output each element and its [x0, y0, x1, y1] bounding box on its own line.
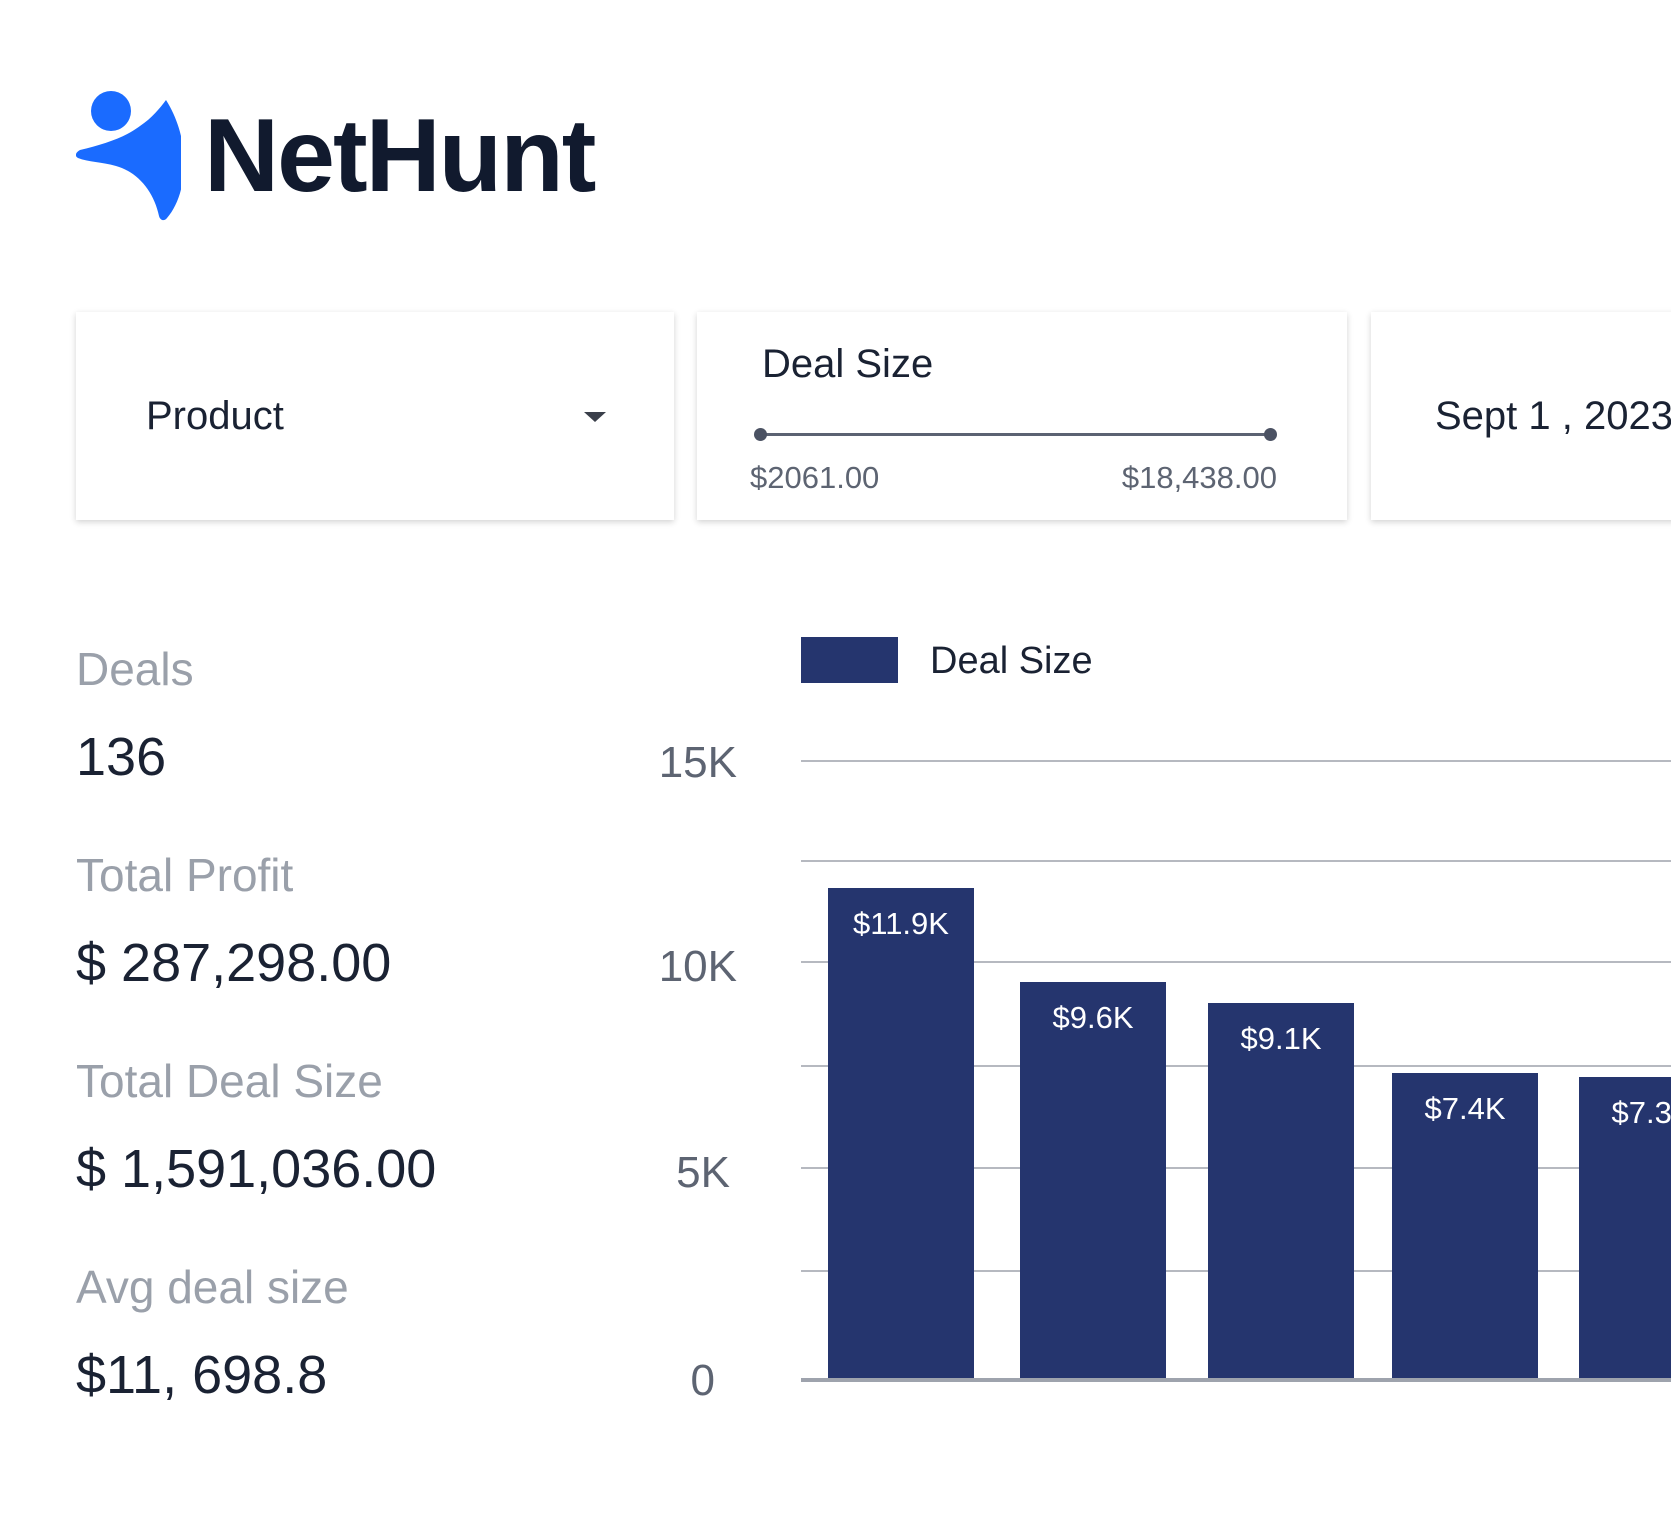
gridline	[801, 860, 1671, 862]
slider-min-value: $2061.00	[750, 460, 880, 495]
y-tick-label: 0	[690, 1356, 715, 1405]
bar-value-label: $7.3K	[1611, 1095, 1671, 1131]
brand-name: NetHunt	[204, 98, 596, 214]
stat-label-total-deal-size: Total Deal Size	[76, 1055, 383, 1107]
bar	[1208, 1003, 1354, 1378]
stat-label-total-profit: Total Profit	[76, 849, 294, 901]
deal-size-filter: Deal Size $2061.00 $18,438.00	[697, 312, 1347, 520]
slider-min-handle[interactable]	[754, 428, 767, 441]
product-filter-label: Product	[146, 394, 284, 438]
y-tick-label: 10K	[658, 942, 737, 991]
stat-value-avg-deal-size: $11, 698.8	[76, 1345, 328, 1405]
deal-size-range-slider[interactable]	[761, 433, 1271, 436]
gridline	[801, 961, 1671, 963]
legend-swatch	[801, 637, 898, 683]
y-tick-label: 15K	[658, 738, 737, 787]
bar-value-label: $7.4K	[1424, 1091, 1506, 1127]
product-filter-dropdown[interactable]: Product	[76, 312, 674, 520]
stat-label-avg-deal-size: Avg deal size	[76, 1261, 349, 1313]
bar-value-label: $9.6K	[1052, 1000, 1134, 1036]
x-axis-line	[801, 1378, 1671, 1382]
stat-value-total-deal-size: $ 1,591,036.00	[76, 1139, 437, 1199]
bar	[1020, 982, 1166, 1378]
slider-max-handle[interactable]	[1264, 428, 1277, 441]
y-tick-label: 5K	[676, 1148, 730, 1197]
bar	[1392, 1073, 1538, 1378]
bar-value-label: $11.9K	[853, 905, 949, 941]
bar	[828, 887, 974, 1378]
stat-value-deals: 136	[76, 727, 167, 787]
date-filter-value: Sept 1 , 2023	[1435, 394, 1671, 438]
deal-size-filter-title: Deal Size	[762, 342, 934, 386]
bar-value-label: $9.1K	[1240, 1021, 1322, 1057]
slider-max-value: $18,438.00	[1121, 460, 1277, 495]
stat-label-deals: Deals	[76, 643, 194, 695]
nethunt-logo-icon	[76, 91, 181, 221]
bar	[1579, 1077, 1671, 1378]
gridline	[801, 760, 1671, 762]
stat-value-total-profit: $ 287,298.00	[76, 933, 392, 993]
date-filter[interactable]: Sept 1 , 2023	[1371, 312, 1671, 520]
legend-label: Deal Size	[930, 640, 1093, 682]
caret-down-icon[interactable]	[584, 412, 606, 422]
